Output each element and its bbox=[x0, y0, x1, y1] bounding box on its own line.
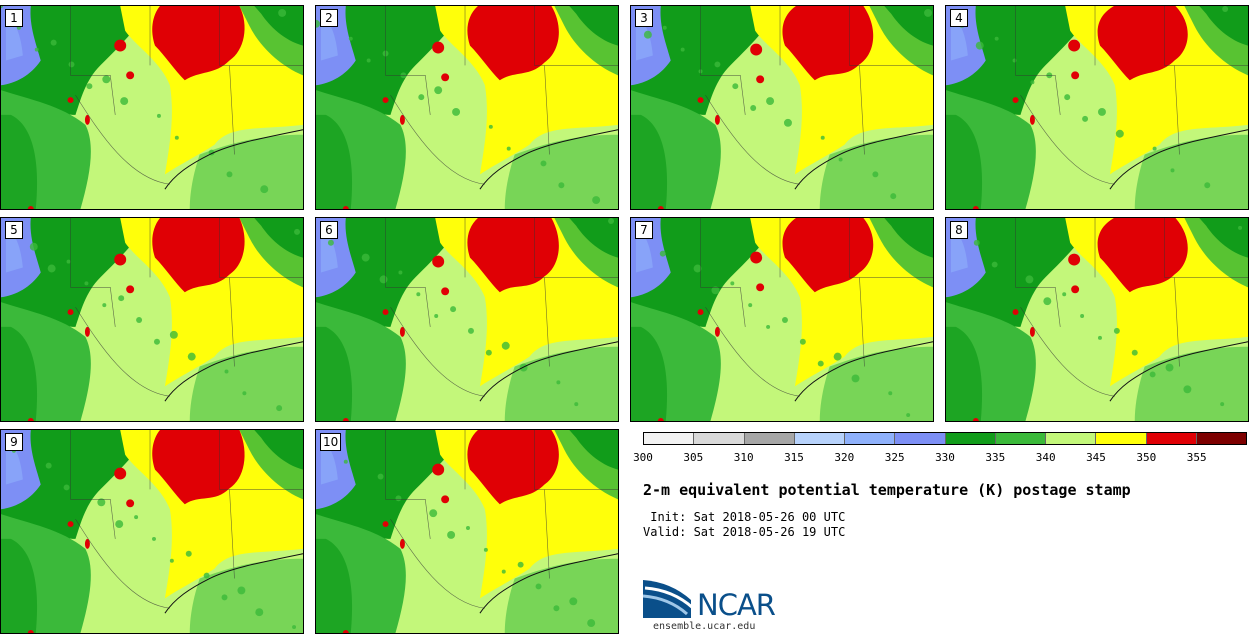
member-number-label: 5 bbox=[5, 221, 23, 239]
member-number-label: 6 bbox=[320, 221, 338, 239]
member-number-label: 9 bbox=[5, 433, 23, 451]
site-url: ensemble.ucar.edu bbox=[653, 621, 756, 632]
colorbar-tick-label: 315 bbox=[784, 451, 804, 464]
member-number-label: 10 bbox=[320, 433, 342, 451]
ensemble-member-map: 2 bbox=[315, 5, 619, 210]
colorbar-segment bbox=[1096, 433, 1147, 444]
ensemble-member-map: 5 bbox=[0, 217, 304, 422]
chart-title: 2-m equivalent potential temperature (K)… bbox=[643, 481, 1131, 499]
member-number-label: 2 bbox=[320, 9, 338, 27]
member-number-label: 1 bbox=[5, 9, 23, 27]
colorbar-tick-label: 310 bbox=[733, 451, 754, 464]
colorbar-tick-label: 335 bbox=[985, 451, 1006, 464]
colorbar-tick-label: 300 bbox=[633, 451, 653, 464]
colorbar-tick-label: 355 bbox=[1186, 451, 1207, 464]
ensemble-member-map: 4 bbox=[945, 5, 1249, 210]
ensemble-member-map: 8 bbox=[945, 217, 1249, 422]
colorbar-segment bbox=[1046, 433, 1097, 444]
colorbar-segment bbox=[845, 433, 896, 444]
member-number-label: 4 bbox=[950, 9, 968, 27]
colorbar-tick-label: 345 bbox=[1086, 451, 1106, 464]
logo-text: NCAR bbox=[697, 588, 776, 622]
ensemble-member-map: 3 bbox=[630, 5, 934, 210]
colorbar-tick-label: 340 bbox=[1035, 451, 1056, 464]
ensemble-member-map: 7 bbox=[630, 217, 934, 422]
colorbar-tick-label: 330 bbox=[935, 451, 955, 464]
colorbar bbox=[643, 432, 1247, 445]
colorbar-segment bbox=[744, 433, 795, 444]
valid-time: Valid: Sat 2018-05-26 19 UTC bbox=[643, 525, 846, 539]
ensemble-member-map: 1 bbox=[0, 5, 304, 210]
ensemble-member-map: 9 bbox=[0, 429, 304, 634]
colorbar-segment bbox=[1196, 433, 1246, 444]
ensemble-member-map: 6 bbox=[315, 217, 619, 422]
colorbar-segment bbox=[995, 433, 1046, 444]
colorbar-segment bbox=[945, 433, 996, 444]
member-number-label: 7 bbox=[635, 221, 653, 239]
colorbar-segment bbox=[644, 433, 695, 444]
colorbar-tick-label: 350 bbox=[1136, 451, 1157, 464]
colorbar-segment bbox=[895, 433, 946, 444]
ncar-logo-icon bbox=[643, 580, 695, 618]
member-number-label: 3 bbox=[635, 9, 653, 27]
member-number-label: 8 bbox=[950, 221, 968, 239]
colorbar-segment bbox=[1146, 433, 1197, 444]
colorbar-tick-label: 305 bbox=[683, 451, 704, 464]
colorbar-segment bbox=[794, 433, 845, 444]
init-time: Init: Sat 2018-05-26 00 UTC bbox=[643, 510, 846, 524]
colorbar-tick-label: 325 bbox=[884, 451, 905, 464]
ensemble-member-map: 10 bbox=[315, 429, 619, 634]
colorbar-tick-label: 320 bbox=[834, 451, 855, 464]
colorbar-segment bbox=[694, 433, 745, 444]
